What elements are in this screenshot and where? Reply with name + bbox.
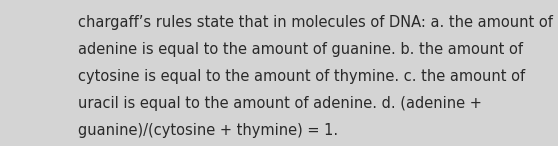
Text: guanine)/(cytosine + thymine) = 1.: guanine)/(cytosine + thymine) = 1. <box>78 123 338 138</box>
Text: adenine is equal to the amount of guanine. b. the amount of: adenine is equal to the amount of guanin… <box>78 42 523 57</box>
Text: uracil is equal to the amount of adenine. d. (adenine +: uracil is equal to the amount of adenine… <box>78 96 482 111</box>
Text: cytosine is equal to the amount of thymine. c. the amount of: cytosine is equal to the amount of thymi… <box>78 69 525 84</box>
Text: chargaff’s rules state that in molecules of DNA: a. the amount of: chargaff’s rules state that in molecules… <box>78 15 553 30</box>
